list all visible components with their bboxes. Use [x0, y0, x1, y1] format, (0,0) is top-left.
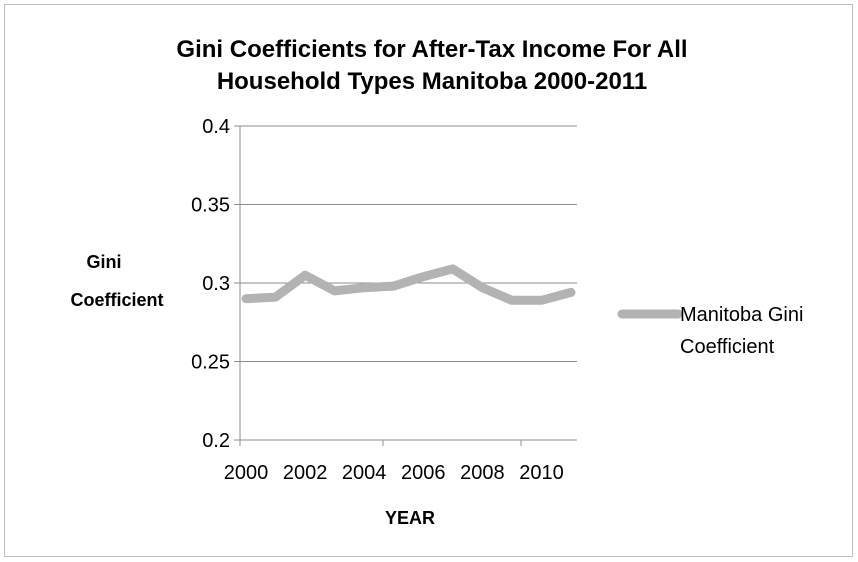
data-point — [245, 298, 247, 300]
y-axis-title-line-1: Gini — [87, 252, 122, 272]
x-tick-label: 2010 — [519, 462, 564, 484]
chart-frame — [4, 4, 853, 557]
series-line-manitoba — [241, 264, 576, 305]
legend-label-line-2: Coefficient — [680, 336, 775, 358]
data-point — [452, 268, 454, 270]
data-point — [304, 274, 306, 276]
x-tick-label: 2006 — [401, 462, 446, 484]
y-tick-labels: 0.2 0.25 0.3 0.35 0.4 — [191, 116, 230, 452]
x-axis-title: YEAR — [385, 508, 435, 528]
data-point — [570, 291, 572, 293]
y-tick-label: 0.25 — [191, 352, 230, 374]
chart-title-line-1: Gini Coefficients for After-Tax Income F… — [176, 36, 687, 63]
x-tick-label: 2002 — [283, 462, 328, 484]
axes — [234, 125, 577, 446]
y-axis-title-line-2: Coefficient — [70, 290, 163, 310]
x-tick-labels: 2000 2002 2004 2006 2008 2010 — [224, 462, 564, 484]
data-point — [275, 296, 276, 298]
y-tick-label: 0.4 — [202, 116, 230, 138]
x-tick-label: 2004 — [342, 462, 387, 484]
x-tick-label: 2000 — [224, 462, 269, 484]
data-point — [422, 276, 424, 278]
series-group — [241, 264, 576, 305]
data-point — [363, 287, 365, 289]
y-tick-label: 0.2 — [202, 430, 230, 452]
y-tick-label: 0.35 — [191, 195, 230, 217]
legend-label-line-1: Manitoba Gini — [680, 304, 803, 326]
x-tick-label: 2008 — [460, 462, 505, 484]
data-point — [511, 299, 513, 301]
chart-title-line-2: Household Types Manitoba 2000-2011 — [217, 68, 647, 95]
legend: Manitoba Gini Coefficient — [617, 304, 803, 358]
data-point — [393, 285, 395, 287]
data-point — [481, 287, 483, 289]
data-point — [541, 299, 542, 301]
y-tick-label: 0.3 — [202, 273, 230, 295]
data-point — [334, 290, 336, 292]
